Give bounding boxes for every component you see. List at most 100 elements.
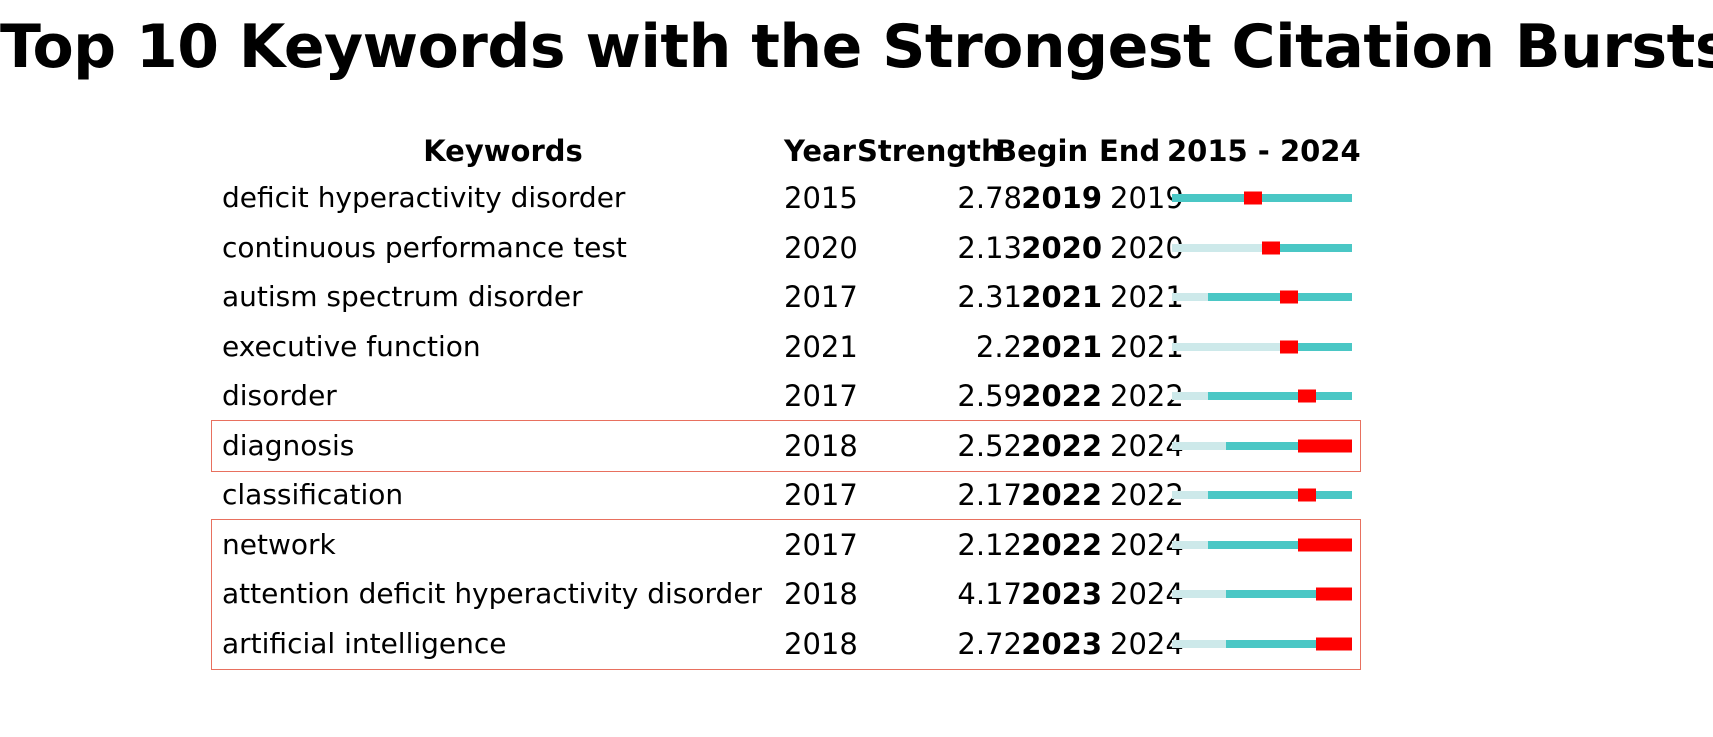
table-row: executive function 2021 2.2 2021 2021 bbox=[222, 322, 1382, 372]
burst-timeline bbox=[1172, 389, 1352, 403]
begin-cell: 2022 bbox=[1021, 527, 1102, 562]
end-cell: 2022 bbox=[1110, 379, 1184, 413]
header-year-range: 2015 - 2024 bbox=[1167, 134, 1361, 168]
begin-cell: 2021 bbox=[1021, 329, 1102, 364]
keyword-cell: artificial intelligence bbox=[222, 626, 507, 660]
burst-timeline bbox=[1172, 637, 1352, 650]
burst-timeline bbox=[1172, 340, 1352, 353]
inactive-period-bar bbox=[1172, 441, 1226, 450]
keyword-cell: network bbox=[222, 527, 336, 561]
highlight-box bbox=[211, 420, 1361, 472]
end-cell: 2019 bbox=[1110, 181, 1184, 215]
end-cell: 2020 bbox=[1110, 230, 1184, 265]
burst-bar bbox=[1298, 488, 1316, 502]
active-period-bar bbox=[1226, 639, 1352, 648]
burst-bar bbox=[1244, 191, 1262, 205]
strength-cell: 2.72 bbox=[957, 626, 1022, 661]
table-row: autism spectrum disorder 2017 2.31 2021 2021 bbox=[222, 272, 1382, 322]
keyword-cell: attention deficit hyperactivity disorder bbox=[222, 577, 763, 610]
burst-timeline bbox=[1172, 587, 1352, 601]
end-cell: 2021 bbox=[1110, 280, 1184, 314]
keyword-cell: diagnosis bbox=[222, 428, 355, 462]
table-row: disorder 2017 2.59 2022 2022 bbox=[222, 371, 1382, 421]
header-year: Year bbox=[784, 134, 856, 168]
end-cell: 2022 bbox=[1110, 478, 1184, 512]
active-period-bar bbox=[1208, 491, 1352, 499]
year-cell: 2017 bbox=[784, 379, 858, 413]
end-cell: 2024 bbox=[1110, 626, 1184, 661]
end-cell: 2024 bbox=[1110, 577, 1184, 611]
burst-bar bbox=[1280, 290, 1298, 304]
year-cell: 2018 bbox=[784, 626, 858, 661]
strength-cell: 2.31 bbox=[957, 280, 1022, 314]
end-cell: 2024 bbox=[1110, 527, 1184, 562]
keyword-cell: executive function bbox=[222, 329, 481, 363]
header-end: End bbox=[1099, 134, 1161, 168]
burst-bar bbox=[1280, 340, 1298, 353]
citation-burst-table: Keywords Year Strength Begin End 2015 - … bbox=[211, 128, 1382, 728]
strength-cell: 2.52 bbox=[957, 428, 1022, 463]
table-row: diagnosis 2018 2.52 2022 2024 bbox=[222, 421, 1382, 471]
begin-cell: 2020 bbox=[1021, 230, 1102, 265]
begin-cell: 2022 bbox=[1021, 379, 1102, 413]
burst-bar bbox=[1298, 439, 1352, 452]
strength-cell: 4.17 bbox=[957, 577, 1022, 611]
active-period-bar bbox=[1208, 540, 1352, 549]
begin-cell: 2019 bbox=[1021, 181, 1102, 215]
inactive-period-bar bbox=[1172, 293, 1208, 301]
burst-timeline bbox=[1172, 290, 1352, 304]
strength-cell: 2.12 bbox=[957, 527, 1022, 562]
chart-title: Top 10 Keywords with the Strongest Citat… bbox=[0, 12, 1713, 82]
header-strength: Strength bbox=[857, 134, 1002, 168]
year-cell: 2020 bbox=[784, 230, 858, 265]
burst-timeline bbox=[1172, 538, 1352, 551]
begin-cell: 2021 bbox=[1021, 280, 1102, 314]
strength-cell: 2.17 bbox=[957, 478, 1022, 512]
burst-bar bbox=[1262, 241, 1280, 254]
strength-cell: 2.78 bbox=[957, 181, 1022, 215]
begin-cell: 2023 bbox=[1021, 626, 1102, 661]
header-keywords: Keywords bbox=[423, 134, 583, 168]
inactive-period-bar bbox=[1172, 639, 1226, 648]
year-cell: 2018 bbox=[784, 577, 858, 611]
burst-timeline bbox=[1172, 191, 1352, 205]
active-period-bar bbox=[1208, 392, 1352, 400]
active-period-bar bbox=[1226, 590, 1352, 598]
year-cell: 2017 bbox=[784, 527, 858, 562]
year-cell: 2021 bbox=[784, 329, 858, 364]
table-row: classification 2017 2.17 2022 2022 bbox=[222, 470, 1382, 520]
table-row: continuous performance test 2020 2.13 2020 2… bbox=[222, 223, 1382, 273]
highlight-box bbox=[211, 519, 1361, 670]
keyword-cell: classification bbox=[222, 478, 404, 511]
strength-cell: 2.59 bbox=[957, 379, 1022, 413]
begin-cell: 2022 bbox=[1021, 428, 1102, 463]
year-cell: 2015 bbox=[784, 181, 858, 215]
burst-timeline bbox=[1172, 488, 1352, 502]
end-cell: 2021 bbox=[1110, 329, 1184, 364]
inactive-period-bar bbox=[1172, 342, 1280, 351]
year-cell: 2017 bbox=[784, 280, 858, 314]
inactive-period-bar bbox=[1172, 392, 1208, 400]
active-period-bar bbox=[1226, 441, 1352, 450]
inactive-period-bar bbox=[1172, 540, 1208, 549]
table-row: artificial intelligence 2018 2.72 2023 2024 bbox=[222, 619, 1382, 669]
table-row: attention deficit hyperactivity disorder… bbox=[222, 569, 1382, 619]
strength-cell: 2.2 bbox=[975, 329, 1022, 364]
begin-cell: 2023 bbox=[1021, 577, 1102, 611]
inactive-period-bar bbox=[1172, 590, 1226, 598]
end-cell: 2024 bbox=[1110, 428, 1184, 463]
keyword-cell: continuous performance test bbox=[222, 230, 627, 264]
year-cell: 2017 bbox=[784, 478, 858, 512]
burst-timeline bbox=[1172, 241, 1352, 254]
burst-bar bbox=[1316, 637, 1352, 650]
keyword-cell: disorder bbox=[222, 379, 337, 412]
active-period-bar bbox=[1262, 243, 1352, 252]
header-begin: Begin bbox=[995, 134, 1089, 168]
table-row: network 2017 2.12 2022 2024 bbox=[222, 520, 1382, 570]
burst-bar bbox=[1298, 389, 1316, 403]
inactive-period-bar bbox=[1172, 491, 1208, 499]
table-row: deficit hyperactivity disorder 2015 2.78 20… bbox=[222, 173, 1382, 223]
year-cell: 2018 bbox=[784, 428, 858, 463]
keyword-cell: autism spectrum disorder bbox=[222, 280, 583, 313]
begin-cell: 2022 bbox=[1021, 478, 1102, 512]
